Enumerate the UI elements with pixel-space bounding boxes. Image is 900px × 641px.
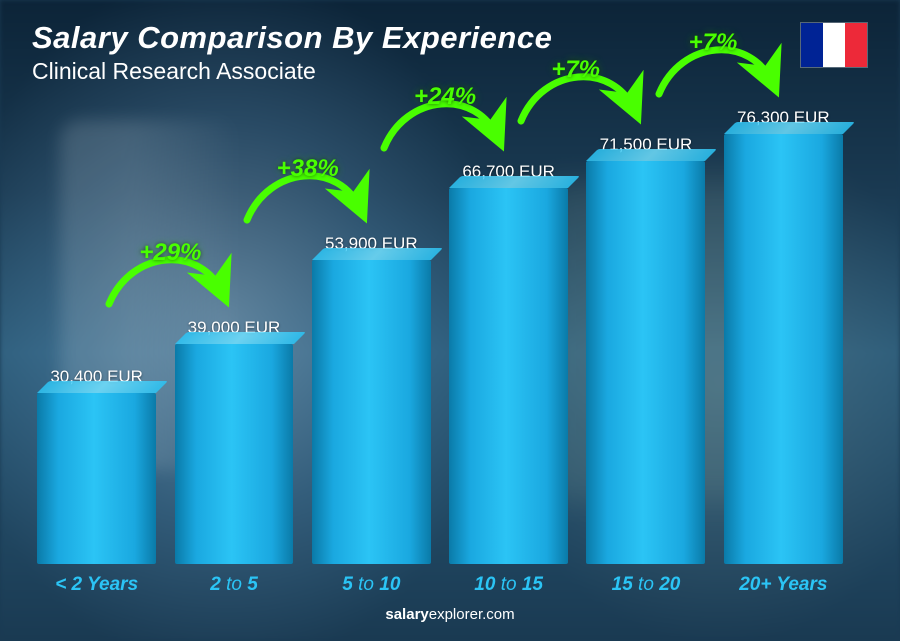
flag-stripe-white [823, 23, 845, 67]
bar-front-face [37, 393, 156, 564]
bar-top-face [312, 248, 443, 260]
category-label: 15 to 20 [581, 574, 710, 596]
bars-row: 30,400 EUR +29%39,000 EUR +38%53,900 EUR… [32, 95, 848, 564]
infographic-container: Salary Comparison By Experience Clinical… [0, 0, 900, 641]
bar-front-face [175, 344, 294, 564]
category-label: < 2 Years [32, 574, 161, 596]
chart-area: 30,400 EUR +29%39,000 EUR +38%53,900 EUR… [32, 95, 868, 564]
bar-slot: +24%66,700 EUR [444, 95, 573, 564]
footer-brand-rest: explorer.com [429, 606, 515, 623]
bar-slot: 30,400 EUR [32, 95, 161, 564]
bar-top-face [586, 149, 717, 161]
bar-top-face [37, 381, 168, 393]
bar-top-face [175, 332, 306, 344]
france-flag-icon [800, 22, 868, 68]
title-block: Salary Comparison By Experience Clinical… [32, 20, 800, 85]
bar [724, 134, 843, 564]
bar-front-face [724, 134, 843, 564]
bar [312, 260, 431, 564]
footer-brand-bold: salary [385, 606, 428, 623]
bar [175, 344, 294, 564]
bar [37, 393, 156, 564]
bar-top-face [449, 176, 580, 188]
page-subtitle: Clinical Research Associate [32, 58, 800, 85]
categories-row: < 2 Years 2 to 5 5 to 10 10 to 15 15 to 20 20… [32, 574, 848, 596]
bar-slot: +38%53,900 EUR [307, 95, 436, 564]
flag-stripe-blue [801, 23, 823, 67]
bar-front-face [312, 260, 431, 564]
category-label: 20+ Years [719, 574, 848, 596]
bar-front-face [586, 161, 705, 564]
bar-front-face [449, 188, 568, 564]
category-label: 2 to 5 [169, 574, 298, 596]
flag-stripe-red [845, 23, 867, 67]
category-label: 5 to 10 [307, 574, 436, 596]
bar-slot: +29%39,000 EUR [169, 95, 298, 564]
bar-top-face [724, 122, 855, 134]
bar-slot: +7%76,300 EUR [719, 95, 848, 564]
header: Salary Comparison By Experience Clinical… [32, 20, 868, 85]
page-title: Salary Comparison By Experience [32, 20, 800, 56]
bar [449, 188, 568, 564]
footer-attribution: salaryexplorer.com [32, 606, 868, 623]
bar [586, 161, 705, 564]
bar-slot: +7%71,500 EUR [581, 95, 710, 564]
category-label: 10 to 15 [444, 574, 573, 596]
